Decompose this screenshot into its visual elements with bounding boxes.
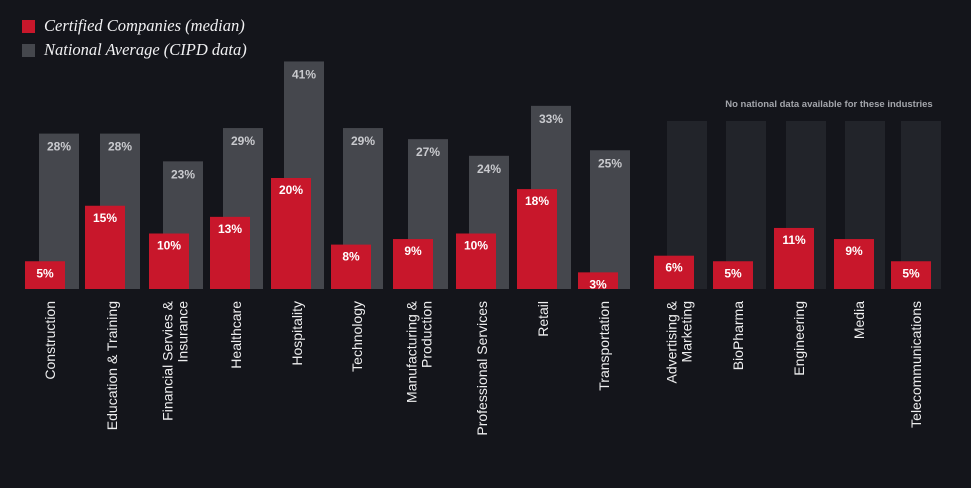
certified-value-label: 5%: [724, 266, 742, 280]
national-value-label: 41%: [292, 67, 316, 81]
category-label-line: Technology: [349, 301, 365, 372]
certified-value-label: 5%: [36, 266, 54, 280]
no-data-panel: [901, 121, 941, 289]
category-label-line: Manufacturing &: [404, 300, 420, 403]
category-label-line: Financial Servies &: [160, 300, 176, 420]
category-label: Advertising &Marketing: [664, 300, 695, 383]
certified-bar: [210, 216, 250, 289]
category-label-line: Engineering: [791, 301, 807, 376]
category-label: BioPharma: [730, 301, 746, 370]
legend-label-national: National Average (CIPD data): [44, 40, 247, 59]
category-label: Financial Servies &Insurance: [160, 300, 191, 420]
legend-item-national: National Average (CIPD data): [22, 38, 247, 62]
no-data-panel: [726, 121, 766, 289]
certified-value-label: 18%: [525, 194, 549, 208]
national-bar: [590, 150, 630, 289]
category-label-line: Advertising &: [664, 300, 680, 383]
category-label: Hospitality: [289, 301, 305, 366]
category-label: Professional Services: [474, 301, 490, 436]
certified-value-label: 10%: [157, 239, 181, 253]
national-value-label: 23%: [171, 167, 195, 181]
national-value-label: 25%: [598, 156, 622, 170]
category-label: Education & Training: [104, 301, 120, 430]
category-label: Construction: [42, 301, 58, 380]
national-value-label: 29%: [231, 134, 255, 148]
certified-value-label: 9%: [845, 244, 863, 258]
category-label-line: Production: [419, 301, 435, 368]
category-label-line: Marketing: [679, 301, 695, 362]
certified-value-label: 9%: [404, 244, 422, 258]
certified-value-label: 20%: [279, 183, 303, 197]
certified-bar: [834, 239, 874, 289]
category-label: Transportation: [596, 301, 612, 391]
category-label-line: Education & Training: [104, 301, 120, 430]
legend-label-certified: Certified Companies (median): [44, 16, 245, 35]
certified-bar: [774, 227, 814, 289]
certified-value-label: 3%: [589, 277, 607, 291]
legend-swatch-certified: [22, 19, 35, 33]
certified-bar: [85, 205, 125, 289]
legend-item-certified: Certified Companies (median): [22, 14, 247, 38]
category-label: Healthcare: [228, 301, 244, 369]
certified-bar: [393, 239, 433, 289]
category-label-line: Transportation: [596, 301, 612, 391]
category-label: Technology: [349, 301, 365, 372]
certified-bar: [654, 255, 694, 289]
category-label-line: Hospitality: [289, 301, 305, 366]
certified-bar: [578, 272, 618, 289]
legend-swatch-national: [22, 43, 35, 57]
certified-bar: [517, 189, 557, 289]
certified-bar: [456, 233, 496, 289]
category-label-line: Media: [851, 301, 867, 339]
national-value-label: 27%: [416, 145, 440, 159]
certified-bar: [271, 178, 311, 289]
certified-value-label: 11%: [782, 233, 806, 247]
certified-bar: [891, 261, 931, 289]
certified-bar: [149, 233, 189, 289]
legend: Certified Companies (median) National Av…: [22, 14, 247, 62]
national-value-label: 33%: [539, 112, 563, 126]
category-label: Media: [851, 301, 867, 339]
certified-bar: [25, 261, 65, 289]
certified-bar: [713, 261, 753, 289]
certified-value-label: 8%: [342, 250, 360, 264]
category-label-line: Professional Services: [474, 301, 490, 436]
no-data-note: No national data available for these ind…: [725, 99, 932, 110]
category-label-line: Construction: [42, 301, 58, 380]
category-label-line: Healthcare: [228, 301, 244, 369]
category-label-line: BioPharma: [730, 301, 746, 370]
certified-value-label: 6%: [665, 261, 683, 275]
national-value-label: 28%: [47, 140, 71, 154]
category-label: Manufacturing &Production: [404, 300, 435, 403]
national-value-label: 28%: [108, 140, 132, 154]
certified-value-label: 10%: [464, 239, 488, 253]
national-value-label: 24%: [477, 162, 501, 176]
national-value-label: 29%: [351, 134, 375, 148]
category-label: Retail: [535, 301, 551, 337]
category-label: Engineering: [791, 301, 807, 376]
category-label: Telecommunications: [908, 301, 924, 428]
certified-value-label: 15%: [93, 211, 117, 225]
certified-value-label: 5%: [902, 266, 920, 280]
category-label-line: Retail: [535, 301, 551, 337]
category-label-line: Telecommunications: [908, 301, 924, 428]
category-label-line: Insurance: [175, 301, 191, 363]
certified-bar: [331, 244, 371, 289]
certified-value-label: 13%: [218, 222, 242, 236]
